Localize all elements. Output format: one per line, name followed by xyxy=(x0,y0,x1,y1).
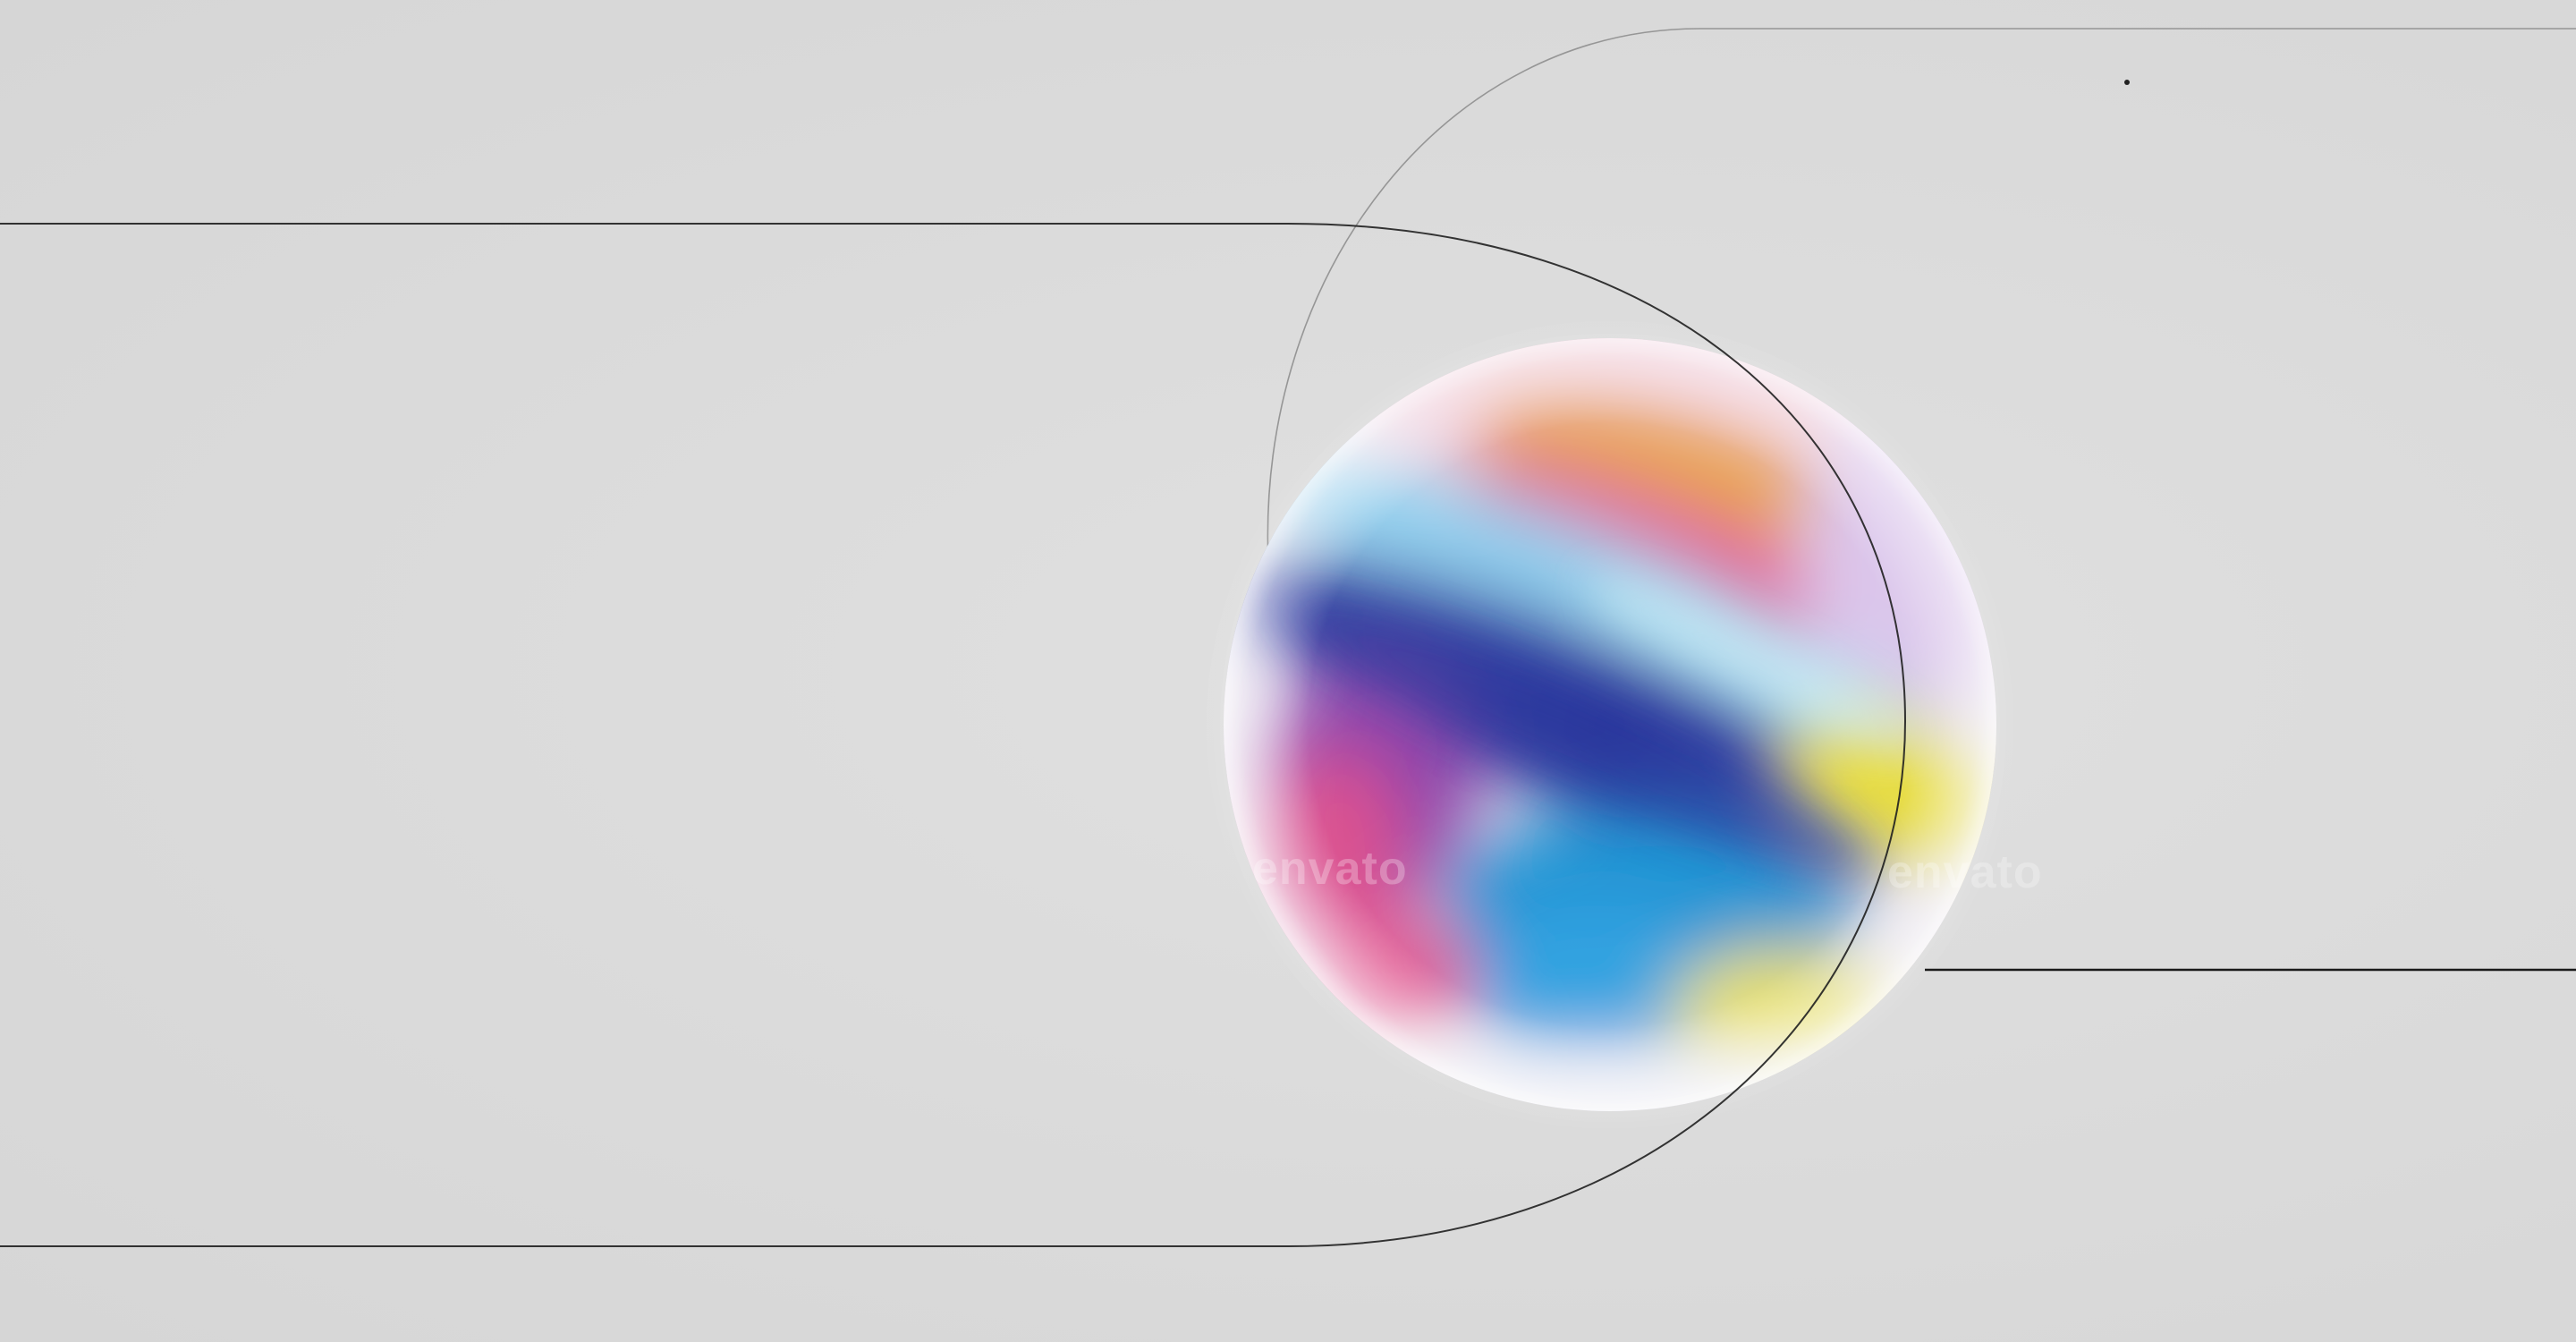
watermark-envato-left: envato xyxy=(1252,843,1408,895)
watermark-envato-right: envato xyxy=(1887,846,2043,898)
iridescent-sphere xyxy=(1221,336,1999,1114)
small-dot xyxy=(2124,80,2130,85)
rounded-outline xyxy=(0,223,1907,1247)
faint-upper-arc xyxy=(1267,28,2576,565)
